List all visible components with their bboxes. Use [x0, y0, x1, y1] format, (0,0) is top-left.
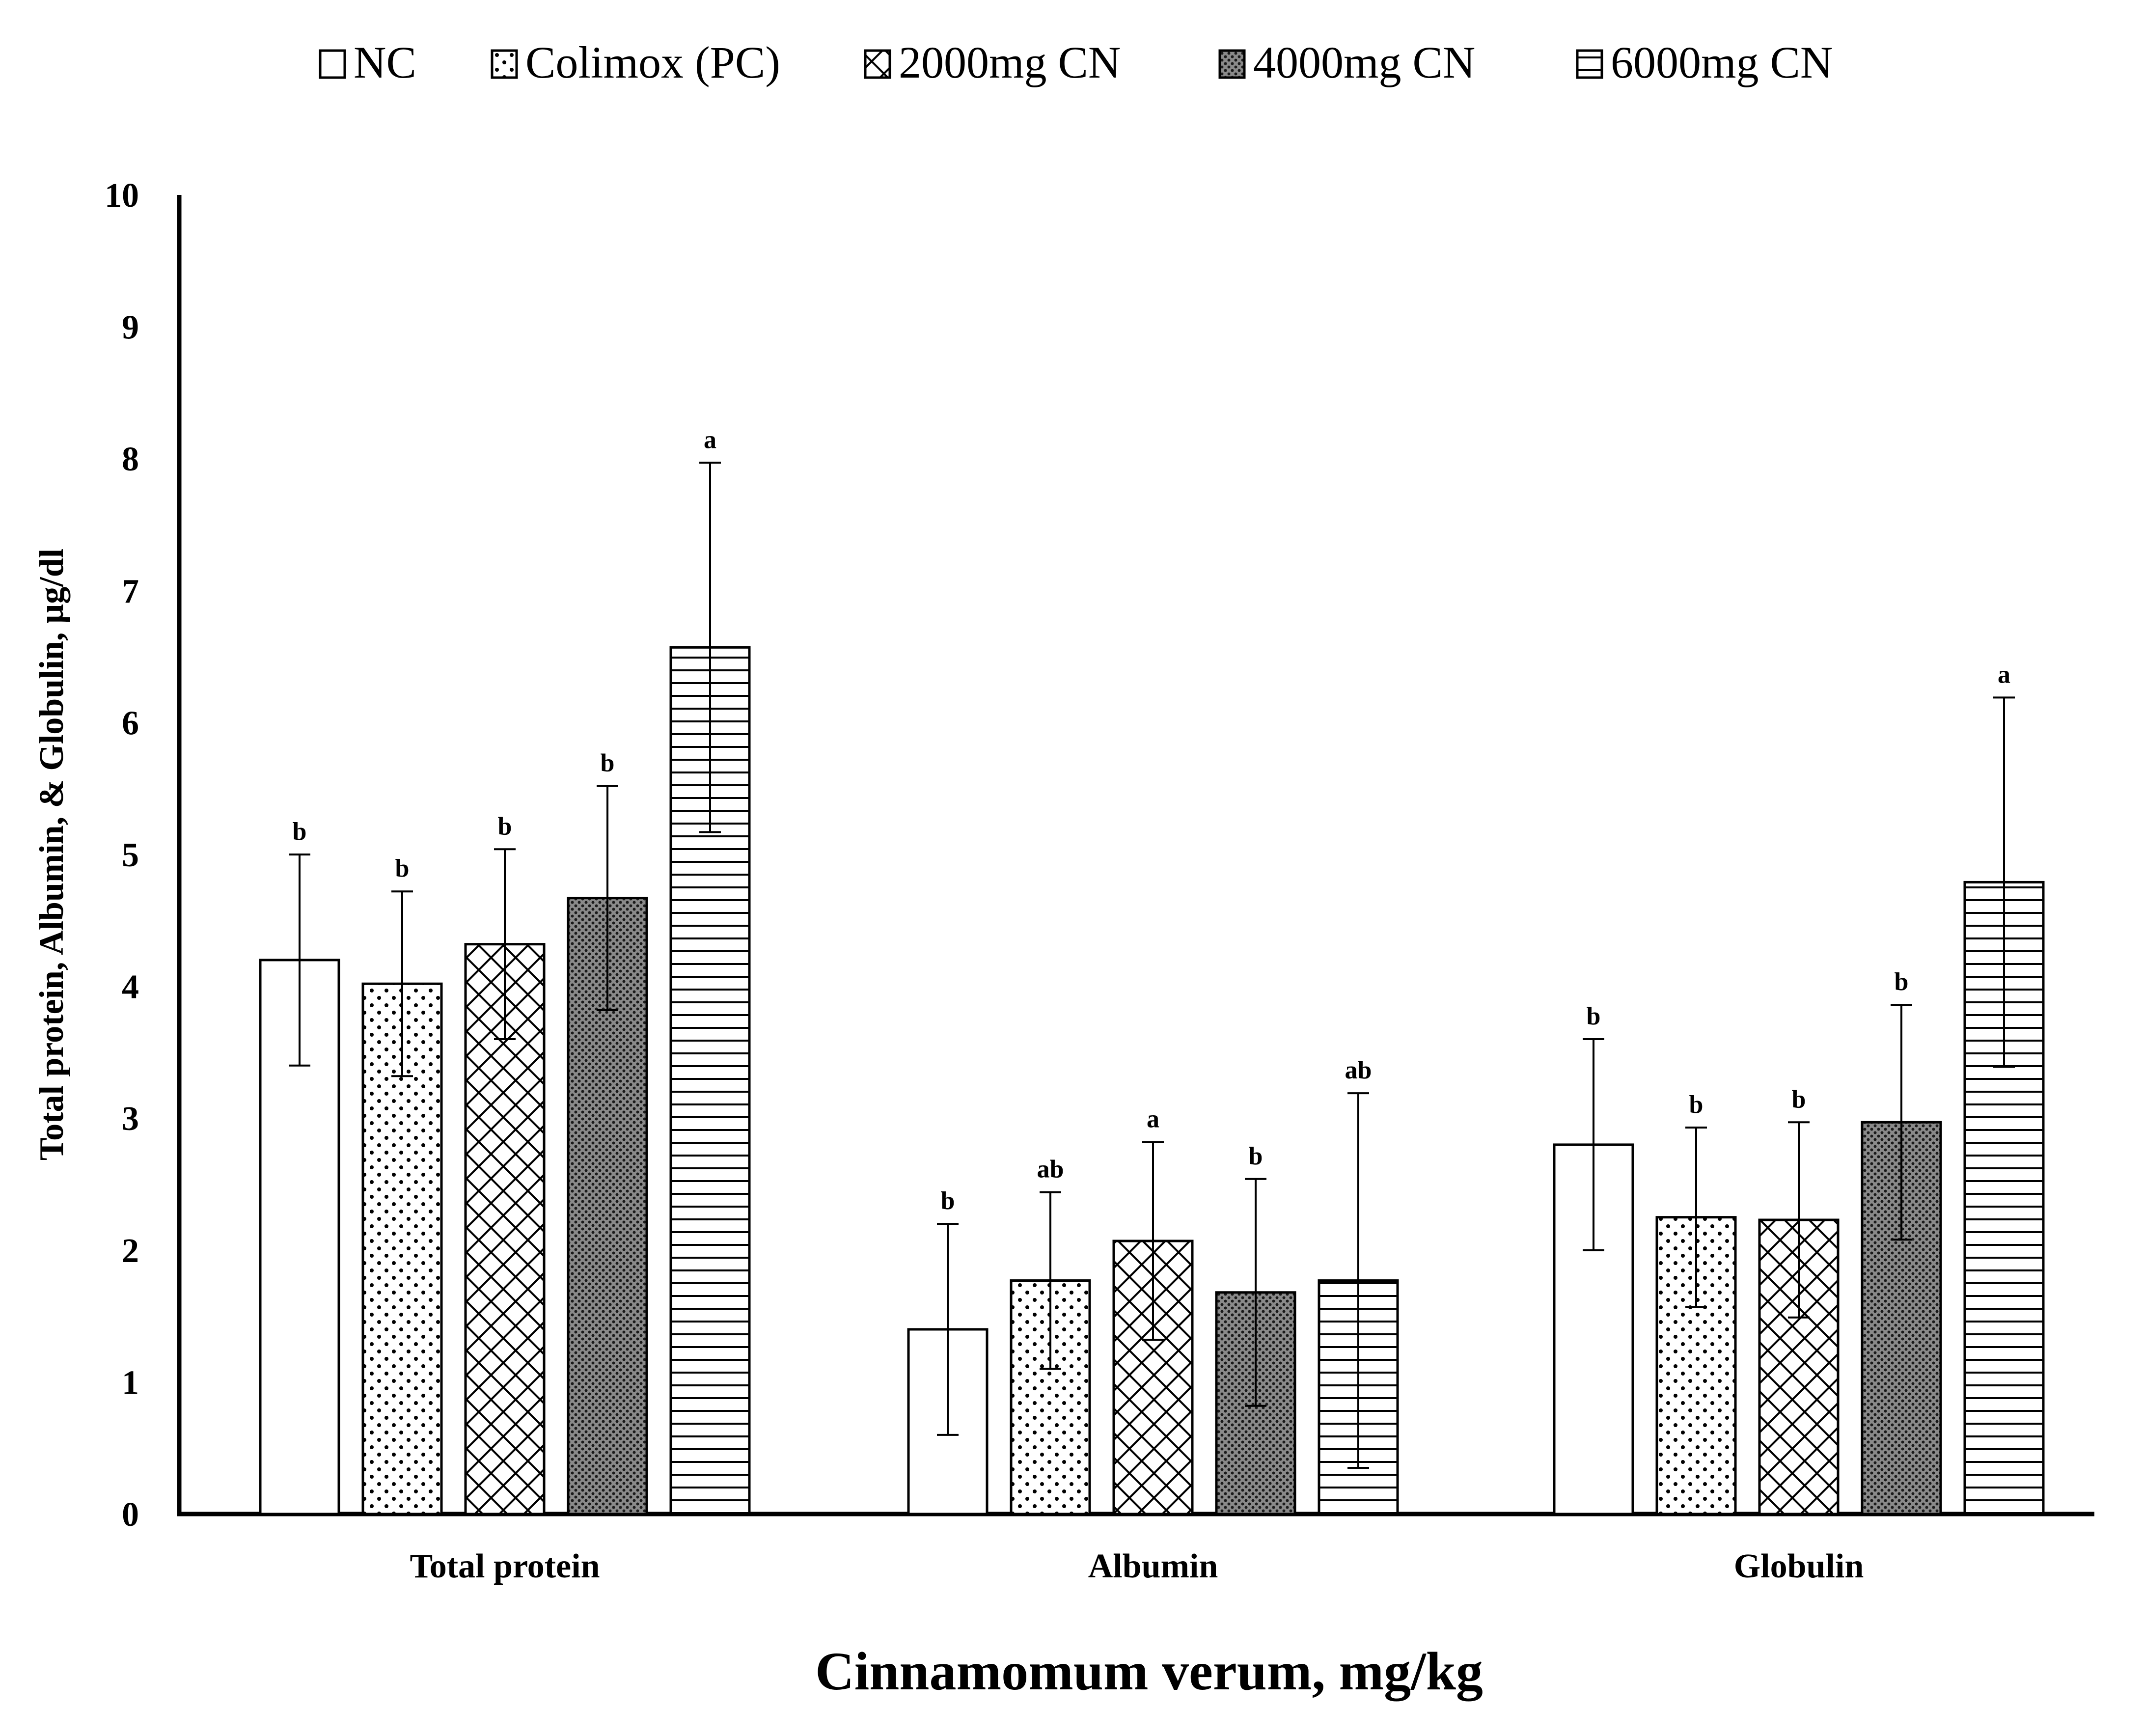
significance-label: a	[704, 426, 716, 454]
legend-item: 6000mg CN	[1576, 37, 1833, 87]
legend-label: 2000mg CN	[899, 37, 1121, 87]
significance-label: b	[941, 1187, 955, 1215]
legend-swatch	[864, 49, 891, 79]
legend-label: 4000mg CN	[1253, 37, 1475, 87]
y-tick-label: 1	[122, 1364, 139, 1402]
legend-label: 6000mg CN	[1611, 37, 1833, 87]
significance-label: b	[1249, 1142, 1263, 1170]
y-tick-label: 7	[122, 573, 139, 610]
y-tick-label: 5	[122, 836, 139, 874]
legend-label: Colimox (PC)	[525, 37, 780, 87]
category-label: Total protein	[410, 1547, 600, 1585]
labels: Total proteinbbbbaAlbuminbabababGlobulin…	[293, 426, 2010, 1585]
significance-label: a	[1998, 661, 2010, 689]
x-axis-label: Cinnamomum verum, mg/kg	[815, 1641, 1483, 1701]
legend-swatch	[1218, 49, 1246, 79]
y-tick-label: 2	[122, 1232, 139, 1270]
significance-label: b	[1792, 1085, 1806, 1113]
legend-item: Colimox (PC)	[491, 37, 780, 87]
legend-swatch	[319, 49, 346, 79]
legend-item: 4000mg CN	[1218, 37, 1475, 87]
significance-label: b	[498, 812, 512, 840]
legend-label: NC	[354, 37, 416, 87]
y-tick-label: 9	[122, 309, 139, 347]
significance-label: b	[601, 749, 615, 777]
bars	[259, 462, 2045, 1516]
y-tick-label: 3	[122, 1100, 139, 1138]
significance-label: b	[293, 818, 307, 846]
category-label: Globulin	[1734, 1547, 1864, 1585]
significance-label: ab	[1345, 1056, 1372, 1084]
y-axis-label: Total protein, Albumin, & Globulin, µg/d…	[33, 549, 71, 1160]
y-tick-label: 0	[122, 1496, 139, 1534]
category-label: Albumin	[1088, 1547, 1218, 1585]
legend-swatch	[1576, 49, 1603, 79]
axes: 0 1 2 3 4 5 6 7 8 9 10 Total protein, Albumin, & Gl…	[33, 177, 2094, 1701]
legend-item: 2000mg CN	[864, 37, 1121, 87]
significance-label: ab	[1037, 1156, 1064, 1184]
legend-item: NC	[319, 37, 416, 87]
legend: NC Colimox (PC) 2000mg CN 4000mg CN 6000mg C…	[319, 37, 1833, 87]
significance-label: b	[1587, 1002, 1601, 1030]
legend-swatch	[491, 49, 518, 79]
significance-label: b	[395, 854, 410, 882]
significance-label: b	[1689, 1091, 1703, 1119]
y-tick-label: 4	[122, 968, 139, 1006]
y-tick-label: 10	[105, 177, 139, 215]
significance-label: b	[1895, 968, 1909, 996]
y-tick-label: 6	[122, 704, 139, 742]
y-tick-label: 8	[122, 441, 139, 478]
significance-label: a	[1147, 1105, 1159, 1133]
